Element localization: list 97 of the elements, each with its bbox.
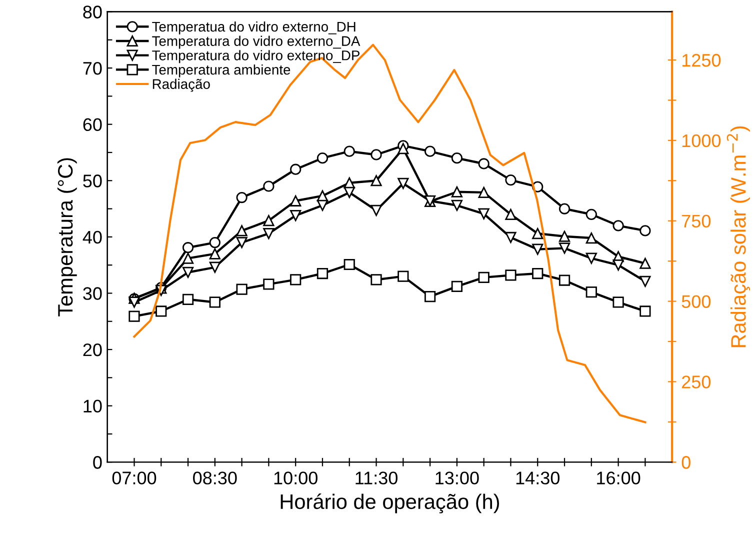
point xyxy=(370,274,382,286)
y-tick-label: 40 xyxy=(82,230,102,244)
y-tick-label: 20 xyxy=(83,343,102,356)
point xyxy=(316,200,328,211)
y-tick-label: 50 xyxy=(83,174,102,188)
point xyxy=(451,186,463,198)
x-axis-title: Horário de operação (h) xyxy=(280,494,500,514)
point xyxy=(558,274,570,286)
y-tick-label: 80 xyxy=(83,6,102,18)
point xyxy=(612,220,624,232)
x-tick-label: 10:00 xyxy=(274,472,318,484)
y-axis-title: Temperatura (°C) xyxy=(57,158,77,316)
x-tick-label: 11:30 xyxy=(356,472,398,484)
y-tick-label: 30 xyxy=(83,287,102,300)
y2-tick-label: 500 xyxy=(682,295,711,308)
point xyxy=(478,186,490,198)
point xyxy=(424,146,436,157)
x-tick-label: 13:00 xyxy=(436,472,479,484)
x-tick-label: 08:30 xyxy=(193,472,237,484)
point xyxy=(290,274,302,286)
legend-label: Temperatura do vidro externo_DP xyxy=(152,50,360,64)
x-tick-label: 16:00 xyxy=(597,472,640,484)
y-tick-label: 60 xyxy=(83,118,102,132)
point xyxy=(640,306,651,317)
y2-tick-label: 1250 xyxy=(682,54,721,67)
point xyxy=(586,286,597,298)
point xyxy=(398,178,409,189)
point xyxy=(182,242,194,254)
point xyxy=(182,266,194,278)
point xyxy=(451,200,463,211)
point xyxy=(156,306,167,317)
legend-label: Temperatura ambiente xyxy=(152,64,290,78)
point xyxy=(209,296,220,308)
y2-tick-label: 250 xyxy=(682,376,711,388)
legend-label: Temperatua do vidro externo_DH xyxy=(152,21,356,34)
legend-label: Radiação xyxy=(152,78,210,92)
point xyxy=(398,142,409,154)
x-tick-label: 14:30 xyxy=(516,472,560,484)
point xyxy=(236,236,248,248)
point xyxy=(290,195,302,206)
point xyxy=(290,164,302,175)
point xyxy=(505,232,516,244)
point xyxy=(236,284,248,295)
point xyxy=(558,230,570,242)
point xyxy=(263,278,274,290)
point xyxy=(424,291,436,302)
y2-tick-label: 1000 xyxy=(682,134,721,148)
legend-label: Temperatura do vidro externo_DA xyxy=(152,36,360,49)
point xyxy=(558,203,570,214)
point xyxy=(640,258,651,269)
y2-axis-title: Radiação solar (W.m$^{−2}$) xyxy=(726,126,750,348)
point xyxy=(209,236,220,248)
y2-tick-label: 750 xyxy=(682,214,711,228)
point xyxy=(370,204,382,216)
point xyxy=(263,228,274,240)
point xyxy=(236,225,248,236)
point xyxy=(505,208,516,220)
point xyxy=(505,270,516,281)
point xyxy=(128,310,140,322)
point xyxy=(182,252,194,264)
point xyxy=(640,225,651,236)
point xyxy=(505,174,516,186)
point xyxy=(344,258,355,270)
point xyxy=(586,208,597,220)
point xyxy=(612,296,624,308)
point xyxy=(263,180,274,192)
point xyxy=(316,152,328,164)
point xyxy=(586,252,597,264)
point xyxy=(182,294,194,305)
point xyxy=(612,260,624,271)
point xyxy=(586,232,597,244)
point xyxy=(532,228,544,240)
y-tick-label: 10 xyxy=(84,400,102,413)
point xyxy=(290,210,302,222)
point xyxy=(370,175,382,186)
point xyxy=(128,296,140,308)
y-tick-label: 70 xyxy=(83,62,102,75)
point xyxy=(209,248,220,260)
point xyxy=(558,242,570,254)
point xyxy=(451,152,463,164)
point xyxy=(344,146,355,157)
point xyxy=(370,149,382,160)
x-tick-label: 07:00 xyxy=(112,472,156,484)
y2-tick-label: 0 xyxy=(682,456,690,469)
point xyxy=(478,272,490,284)
y-tick-label: 0 xyxy=(93,456,102,469)
point xyxy=(478,158,490,170)
point xyxy=(263,215,274,226)
point xyxy=(478,208,490,220)
point xyxy=(532,244,544,255)
point xyxy=(236,192,248,204)
point xyxy=(532,268,544,280)
point xyxy=(640,276,651,287)
point xyxy=(209,262,220,273)
point xyxy=(451,280,463,292)
point xyxy=(398,270,409,282)
point xyxy=(316,268,328,280)
